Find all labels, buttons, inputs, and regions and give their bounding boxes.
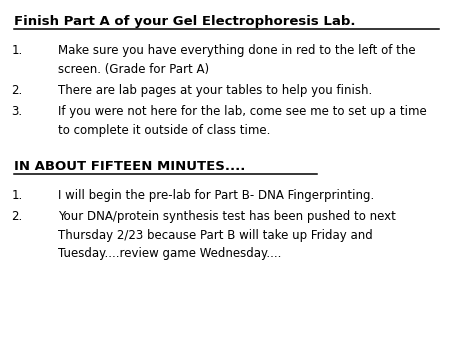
Text: 1.: 1.: [11, 189, 22, 202]
Text: 2.: 2.: [11, 210, 22, 223]
Text: screen. (Grade for Part A): screen. (Grade for Part A): [58, 63, 210, 75]
Text: Make sure you have everything done in red to the left of the: Make sure you have everything done in re…: [58, 44, 416, 57]
Text: Thursday 2/23 because Part B will take up Friday and: Thursday 2/23 because Part B will take u…: [58, 229, 373, 242]
Text: 2.: 2.: [11, 84, 22, 97]
Text: to complete it outside of class time.: to complete it outside of class time.: [58, 124, 271, 137]
Text: 1.: 1.: [11, 44, 22, 57]
Text: Your DNA/protein synthesis test has been pushed to next: Your DNA/protein synthesis test has been…: [58, 210, 396, 223]
Text: Tuesday....review game Wednesday....: Tuesday....review game Wednesday....: [58, 247, 282, 260]
Text: IN ABOUT FIFTEEN MINUTES....: IN ABOUT FIFTEEN MINUTES....: [14, 160, 245, 173]
Text: There are lab pages at your tables to help you finish.: There are lab pages at your tables to he…: [58, 84, 373, 97]
Text: 3.: 3.: [11, 105, 22, 118]
Text: Finish Part A of your Gel Electrophoresis Lab.: Finish Part A of your Gel Electrophoresi…: [14, 15, 355, 28]
Text: I will begin the pre-lab for Part B- DNA Fingerprinting.: I will begin the pre-lab for Part B- DNA…: [58, 189, 375, 202]
Text: If you were not here for the lab, come see me to set up a time: If you were not here for the lab, come s…: [58, 105, 427, 118]
